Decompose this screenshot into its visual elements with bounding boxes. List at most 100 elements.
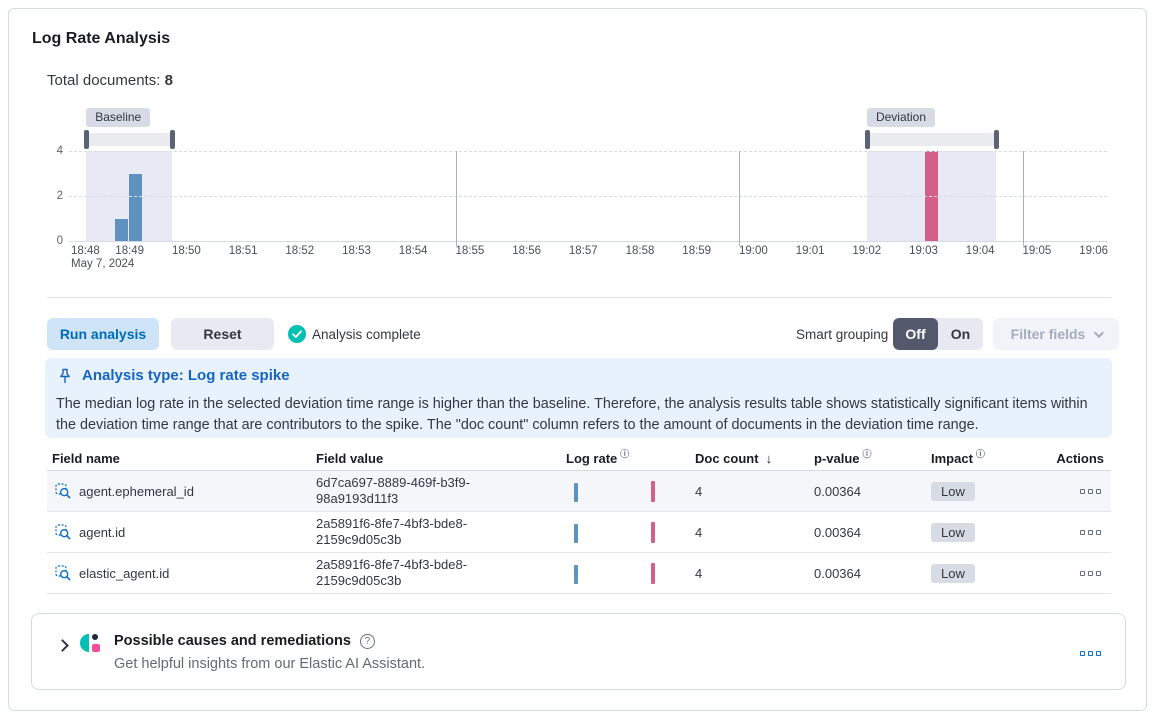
row-actions-icon[interactable]	[1080, 529, 1101, 535]
y-axis-tick-label: 4	[56, 145, 63, 157]
field-name: agent.id	[79, 524, 126, 540]
column-header-p-value[interactable]: p-value ⓘ	[814, 449, 872, 466]
baseline-histogram-bar	[128, 173, 142, 241]
y-axis-tick-label: 2	[56, 190, 63, 202]
analysis-type-callout: Analysis type: Log rate spike The median…	[45, 358, 1112, 438]
log-rate-mini-chart	[566, 519, 666, 545]
x-axis-tick-label: 19:03	[909, 245, 938, 257]
deviation-brush-right-handle[interactable]	[993, 130, 999, 149]
doc-count: 4	[695, 483, 703, 499]
total-documents-value: 8	[164, 72, 173, 89]
deviation-mini-bar	[651, 522, 655, 543]
field-value: 2a5891f6-8fe7-4bf3-bde8-2159c9d05c3b	[316, 516, 468, 547]
baseline-badge: Baseline	[86, 108, 151, 127]
x-axis-tick-label: 19:06	[1079, 245, 1108, 257]
doc-count-chart[interactable]: Baseline Deviation May 7, 2024 0 2 4 18:48 1…	[47, 106, 1124, 274]
info-icon: ⓘ	[862, 449, 872, 459]
log-rate-analysis-panel: Log Rate Analysis Total documents: 8 Bas…	[8, 8, 1147, 711]
toggle-off-button[interactable]: Off	[893, 318, 938, 350]
row-actions-icon[interactable]	[1080, 570, 1101, 576]
smart-grouping-toggle: Off On	[893, 318, 983, 350]
column-header-actions: Actions	[1056, 450, 1104, 466]
chevron-right-icon[interactable]	[56, 639, 69, 652]
p-value: 0.00364	[814, 524, 861, 540]
impact-badge: Low	[931, 481, 975, 501]
y-axis-tick-label: 0	[56, 235, 63, 247]
doc-count: 4	[695, 524, 703, 540]
help-icon[interactable]: ?	[359, 633, 375, 649]
x-axis-tick-label: 18:57	[568, 245, 598, 257]
x-axis-tick-label: 18:51	[228, 245, 258, 257]
column-header-impact[interactable]: Impact ⓘ	[931, 449, 985, 466]
x-axis-tick-label: 18:55	[455, 245, 485, 257]
results-table-header: Field name Field value Log rate ⓘ Doc cou…	[47, 445, 1111, 471]
impact-badge: Low	[931, 522, 975, 542]
x-gridline	[455, 151, 457, 246]
baseline-histogram-bar	[115, 218, 129, 241]
total-documents: Total documents: 8	[47, 72, 173, 89]
row-actions-icon[interactable]	[1080, 488, 1101, 494]
callout-title: Analysis type: Log rate spike	[82, 367, 290, 384]
deviation-badge: Deviation	[866, 108, 935, 127]
field-value: 2a5891f6-8fe7-4bf3-bde8-2159c9d05c3b	[316, 557, 468, 588]
deviation-brush[interactable]	[864, 130, 999, 149]
assistant-actions-icon[interactable]	[1080, 651, 1101, 656]
column-header-field-name[interactable]: Field name	[52, 450, 120, 466]
x-axis-tick-label: 18:54	[398, 245, 428, 257]
log-rate-mini-chart	[566, 478, 666, 504]
p-value: 0.00364	[814, 483, 861, 499]
run-analysis-button[interactable]: Run analysis	[47, 318, 159, 350]
log-rate-mini-chart	[566, 560, 666, 586]
column-header-doc-count[interactable]: Doc count ↓	[695, 450, 773, 466]
baseline-mini-bar	[574, 565, 578, 584]
table-row[interactable]: elastic_agent.id 2a5891f6-8fe7-4bf3-bde8…	[47, 553, 1111, 594]
x-axis-tick-label: 18:58	[625, 245, 655, 257]
analysis-status-label: Analysis complete	[312, 326, 421, 342]
deviation-mini-bar	[651, 563, 655, 584]
analysis-status: Analysis complete	[288, 318, 421, 350]
x-axis-tick-label: 18:59	[682, 245, 712, 257]
baseline-brush[interactable]	[84, 130, 176, 149]
field-value: 6d7ca697-8889-469f-b3f9-98a9193d11f3	[316, 475, 470, 506]
page-title: Log Rate Analysis	[32, 30, 171, 47]
sort-desc-icon[interactable]: ↓	[765, 450, 773, 466]
chevron-down-icon	[1094, 327, 1105, 338]
y-gridline	[69, 151, 1107, 152]
baseline-brush-left-handle[interactable]	[84, 130, 90, 149]
table-row[interactable]: agent.id 2a5891f6-8fe7-4bf3-bde8-2159c9d…	[47, 512, 1111, 553]
filter-search-icon[interactable]	[55, 565, 71, 581]
baseline-mini-bar	[574, 524, 578, 543]
x-axis-tick-label: 19:05	[1022, 245, 1052, 257]
deviation-mini-bar	[651, 481, 655, 502]
assistant-title[interactable]: Possible causes and remediations	[114, 633, 351, 649]
info-icon: ⓘ	[620, 449, 630, 459]
x-axis-tick-label: 18:52	[285, 245, 315, 257]
y-gridline	[69, 196, 1107, 197]
x-axis-tick-label: 18:49	[115, 245, 145, 257]
baseline-brush-right-handle[interactable]	[170, 130, 176, 149]
column-header-field-value[interactable]: Field value	[316, 450, 384, 466]
table-row[interactable]: agent.ephemeral_id 6d7ca697-8889-469f-b3…	[47, 471, 1111, 512]
filter-fields-button[interactable]: Filter fields	[993, 318, 1119, 350]
filter-search-icon[interactable]	[55, 524, 71, 540]
filter-fields-label: Filter fields	[1010, 326, 1086, 342]
doc-count: 4	[695, 565, 703, 581]
section-divider	[47, 297, 1111, 298]
callout-body: The median log rate in the selected devi…	[56, 396, 1088, 433]
total-documents-label: Total documents:	[47, 72, 161, 89]
x-axis-line	[69, 241, 1107, 242]
x-axis-tick-label: 19:02	[852, 245, 882, 257]
toggle-on-button[interactable]: On	[950, 326, 971, 342]
column-header-log-rate[interactable]: Log rate ⓘ	[566, 449, 630, 466]
smart-grouping-label: Smart grouping	[796, 326, 889, 342]
filter-search-icon[interactable]	[55, 483, 71, 499]
x-axis-tick-label: 18:50	[172, 245, 201, 257]
check-circle-icon	[288, 325, 306, 343]
deviation-brush-left-handle[interactable]	[864, 130, 870, 149]
info-icon: ⓘ	[975, 449, 985, 459]
reset-button[interactable]: Reset	[171, 318, 274, 350]
ai-assistant-accordion: Possible causes and remediations ? Get h…	[31, 613, 1126, 690]
x-axis-tick-label: 19:00	[739, 245, 768, 257]
p-value: 0.00364	[814, 565, 861, 581]
field-name: agent.ephemeral_id	[79, 483, 194, 499]
